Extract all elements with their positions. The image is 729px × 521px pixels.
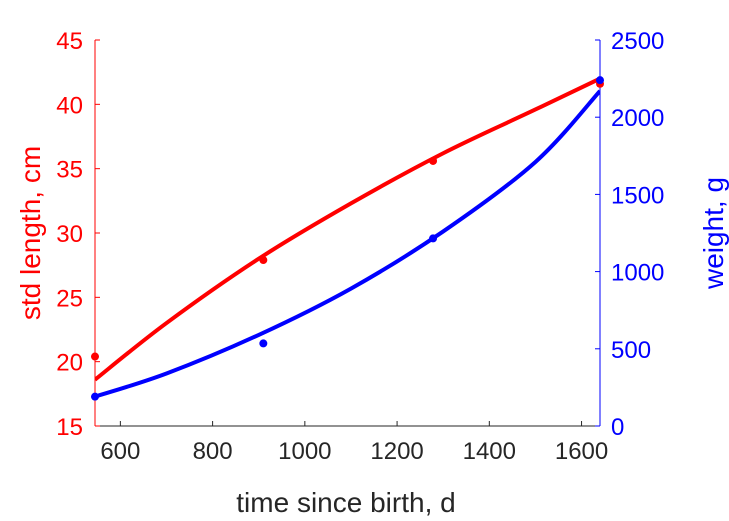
data-points: [91, 76, 604, 401]
y-tick-label-left: 30: [56, 221, 83, 248]
x-tick-label: 1600: [555, 438, 608, 465]
x-tick-label: 1200: [370, 438, 423, 465]
y-axis-label-left: std length, cm: [15, 146, 46, 320]
weight-data-point: [91, 392, 99, 401]
y-tick-label-right: 2000: [611, 105, 664, 132]
length-data-point: [259, 256, 268, 265]
length-data-point: [91, 352, 99, 361]
y-tick-label-right: 1000: [611, 260, 664, 287]
y-tick-label-right: 1500: [611, 182, 664, 209]
axis-ticks: 600 800 1000 1200 1400 1600 15 20 25 30 35 40 45 0 500…: [56, 28, 664, 465]
x-tick-label: 600: [100, 438, 140, 465]
x-tick-label: 1400: [463, 438, 516, 465]
y-tick-label-right: 2500: [611, 28, 664, 55]
weight-data-point: [259, 339, 268, 348]
y-tick-label-left: 40: [56, 92, 83, 119]
length-data-point: [429, 156, 438, 165]
y-tick-label-left: 15: [56, 414, 83, 441]
y-tick-label-left: 20: [56, 350, 83, 377]
y-axis-label-right: weight, g: [698, 177, 729, 290]
fit-curves: [95, 76, 600, 399]
x-tick-label: 1000: [278, 438, 331, 465]
y-tick-label-left: 25: [56, 285, 83, 312]
x-axis-label: time since birth, d: [236, 487, 455, 518]
weight-fit-curve: [95, 89, 600, 399]
weight-data-point: [596, 76, 604, 85]
length-fit-curve: [95, 76, 600, 382]
y-tick-label-left: 35: [56, 157, 83, 184]
weight-data-point: [429, 234, 438, 243]
x-tick-label: 800: [193, 438, 233, 465]
y-tick-label-left: 45: [56, 28, 83, 55]
y-tick-label-right: 500: [611, 337, 651, 364]
y-tick-label-right: 0: [611, 414, 624, 441]
plot-frame: [94, 40, 601, 427]
